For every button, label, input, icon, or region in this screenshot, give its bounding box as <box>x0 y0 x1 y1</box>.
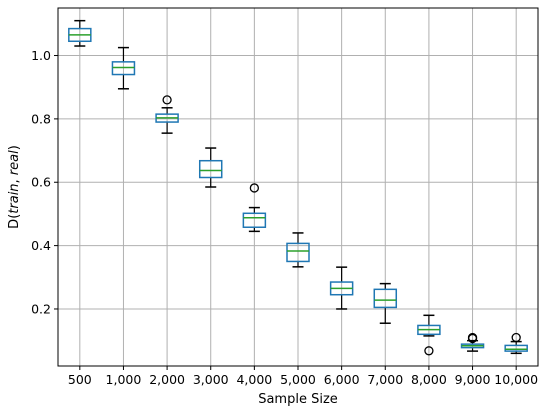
x-tick-label: 1,000 <box>106 372 142 387</box>
y-tick-label: 0.2 <box>31 301 51 316</box>
box-item <box>198 147 223 188</box>
y-axis-label-real: real <box>7 150 22 175</box>
x-tick-label: 2,000 <box>149 372 185 387</box>
y-tick-label: 0.4 <box>31 238 51 253</box>
x-axis-label: Sample Size <box>258 392 338 407</box>
x-tick-label: 6,000 <box>324 372 360 387</box>
box-item <box>417 314 441 356</box>
y-axis-label-prefix: D( <box>7 214 22 229</box>
x-tick-label: 3,000 <box>193 372 229 387</box>
box-item <box>329 266 354 310</box>
box-body <box>198 159 223 179</box>
x-tick-label: 8,000 <box>411 372 447 387</box>
box-item <box>504 332 528 355</box>
outlier-point <box>162 95 172 105</box>
box-item <box>155 95 179 134</box>
grid <box>58 8 538 366</box>
box-item <box>286 232 310 268</box>
y-axis-label: D(train, real) <box>7 145 22 229</box>
x-tick-label: 9,000 <box>455 372 491 387</box>
x-tick-label: 7,000 <box>367 372 403 387</box>
box-body <box>286 242 310 263</box>
box-item <box>242 183 267 233</box>
box-body <box>504 344 528 352</box>
box-item <box>373 282 398 324</box>
box-body <box>242 212 267 228</box>
y-axis-label-sep: , <box>7 175 22 183</box>
x-tick-label: 10,000 <box>494 372 538 387</box>
boxes <box>68 19 528 356</box>
x-tick-label: 5,000 <box>280 372 316 387</box>
outlier-point <box>467 333 478 344</box>
y-tick-label: 0.6 <box>31 175 51 190</box>
box-item <box>111 46 136 90</box>
outlier-point <box>424 346 434 356</box>
box-item <box>68 19 92 47</box>
y-axis-label-train: train <box>7 183 22 213</box>
ticks: 500 1,000 2,000 3,000 4,000 5,000 6,000 7,000 8,… <box>31 48 538 387</box>
x-tick-label: 500 <box>68 372 92 387</box>
x-tick-label: 4,000 <box>236 372 272 387</box>
outlier-point <box>249 183 260 193</box>
box-body <box>373 288 398 309</box>
y-axis-label-suffix: ) <box>7 145 22 150</box>
outlier-point <box>511 332 521 343</box>
y-tick-label: 0.8 <box>31 111 51 126</box>
box-item <box>460 332 485 352</box>
y-tick-label: 1.0 <box>31 48 51 63</box>
